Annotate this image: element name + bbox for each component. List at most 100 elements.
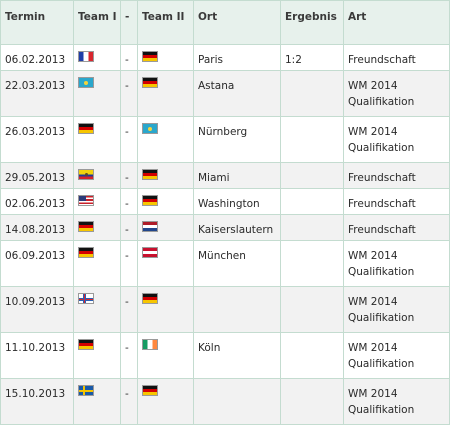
match-result [280,378,344,425]
table-row: 22.03.2013 - Astana WM 2014 Qualifikatio… [0,70,450,117]
table-row: 15.10.2013 - WM 2014 Qualifikation [0,378,450,425]
team2-cell [137,188,194,215]
match-venue: Kaiserslautern [193,214,281,241]
match-type: Freundschaft [343,162,450,189]
team1-cell [73,188,121,215]
team2-cell [137,286,194,333]
match-date: 06.09.2013 [0,240,74,287]
match-separator: - [120,286,138,333]
usa-flag-icon [78,195,94,206]
faroe-islands-flag-icon [78,293,94,304]
match-type: WM 2014 Qualifikation [343,116,450,163]
germany-flag-icon [142,169,158,180]
ecuador-flag-icon [78,169,94,180]
table-row: 26.03.2013 - Nürnberg WM 2014 Qualifikat… [0,116,450,163]
match-result [280,240,344,287]
match-result [280,162,344,189]
match-separator: - [120,162,138,189]
match-type: WM 2014 Qualifikation [343,70,450,117]
match-venue: Miami [193,162,281,189]
column-header-ort: Ort [193,0,281,45]
match-separator: - [120,214,138,241]
france-flag-icon [78,51,94,62]
match-date: 10.09.2013 [0,286,74,333]
match-result [280,70,344,117]
table-row: 11.10.2013 - Köln WM 2014 Qualifikation [0,332,450,379]
match-venue: München [193,240,281,287]
match-venue: Köln [193,332,281,379]
column-header-termin: Termin [0,0,74,45]
match-date: 06.02.2013 [0,44,74,71]
germany-flag-icon [142,195,158,206]
table-row: 29.05.2013 - Miami Freundschaft [0,162,450,189]
germany-flag-icon [142,293,158,304]
team2-cell [137,116,194,163]
team2-cell [137,240,194,287]
match-date: 11.10.2013 [0,332,74,379]
column-header-art: Art [343,0,450,45]
match-date: 14.08.2013 [0,214,74,241]
match-result [280,214,344,241]
germany-flag-icon [142,51,158,62]
column-header-separator: - [120,0,138,45]
team1-cell [73,70,121,117]
match-venue: Astana [193,70,281,117]
match-result [280,188,344,215]
header-row: Termin Team I - Team II Ort Ergebnis Art [0,0,450,45]
match-separator: - [120,378,138,425]
team1-cell [73,162,121,189]
match-date: 15.10.2013 [0,378,74,425]
team1-cell [73,332,121,379]
table-row: 06.09.2013 - München WM 2014 Qualifikati… [0,240,450,287]
match-venue: Nürnberg [193,116,281,163]
match-date: 29.05.2013 [0,162,74,189]
table-row: 02.06.2013 - Washington Freundschaft [0,188,450,215]
table-row: 10.09.2013 - WM 2014 Qualifikation [0,286,450,333]
match-separator: - [120,332,138,379]
germany-flag-icon [78,339,94,350]
germany-flag-icon [142,385,158,396]
match-separator: - [120,240,138,287]
team2-cell [137,332,194,379]
match-venue [193,286,281,333]
ireland-flag-icon [142,339,158,350]
team1-cell [73,116,121,163]
match-date: 26.03.2013 [0,116,74,163]
table-row: 06.02.2013 - Paris 1:2 Freundschaft [0,44,450,71]
match-result [280,286,344,333]
team2-cell [137,378,194,425]
team1-cell [73,378,121,425]
match-result: 1:2 [280,44,344,71]
team2-cell [137,162,194,189]
match-separator: - [120,116,138,163]
match-type: WM 2014 Qualifikation [343,240,450,287]
match-separator: - [120,44,138,71]
table-row: 14.08.2013 - Kaiserslautern Freundschaft [0,214,450,241]
germany-flag-icon [142,77,158,88]
match-type: Freundschaft [343,44,450,71]
match-venue: Washington [193,188,281,215]
netherlands-flag-icon [142,221,158,232]
match-venue [193,378,281,425]
column-header-team1: Team I [73,0,121,45]
team1-cell [73,44,121,71]
match-result [280,332,344,379]
germany-flag-icon [78,247,94,258]
austria-flag-icon [142,247,158,258]
team2-cell [137,70,194,117]
kazakhstan-flag-icon [142,123,158,134]
match-venue: Paris [193,44,281,71]
column-header-team2: Team II [137,0,194,45]
team2-cell [137,214,194,241]
team1-cell [73,240,121,287]
match-type: Freundschaft [343,188,450,215]
germany-flag-icon [78,123,94,134]
match-separator: - [120,70,138,117]
germany-flag-icon [78,221,94,232]
match-type: WM 2014 Qualifikation [343,332,450,379]
match-type: WM 2014 Qualifikation [343,286,450,333]
fixtures-table: Termin Team I - Team II Ort Ergebnis Art… [0,0,450,425]
team2-cell [137,44,194,71]
match-date: 02.06.2013 [0,188,74,215]
